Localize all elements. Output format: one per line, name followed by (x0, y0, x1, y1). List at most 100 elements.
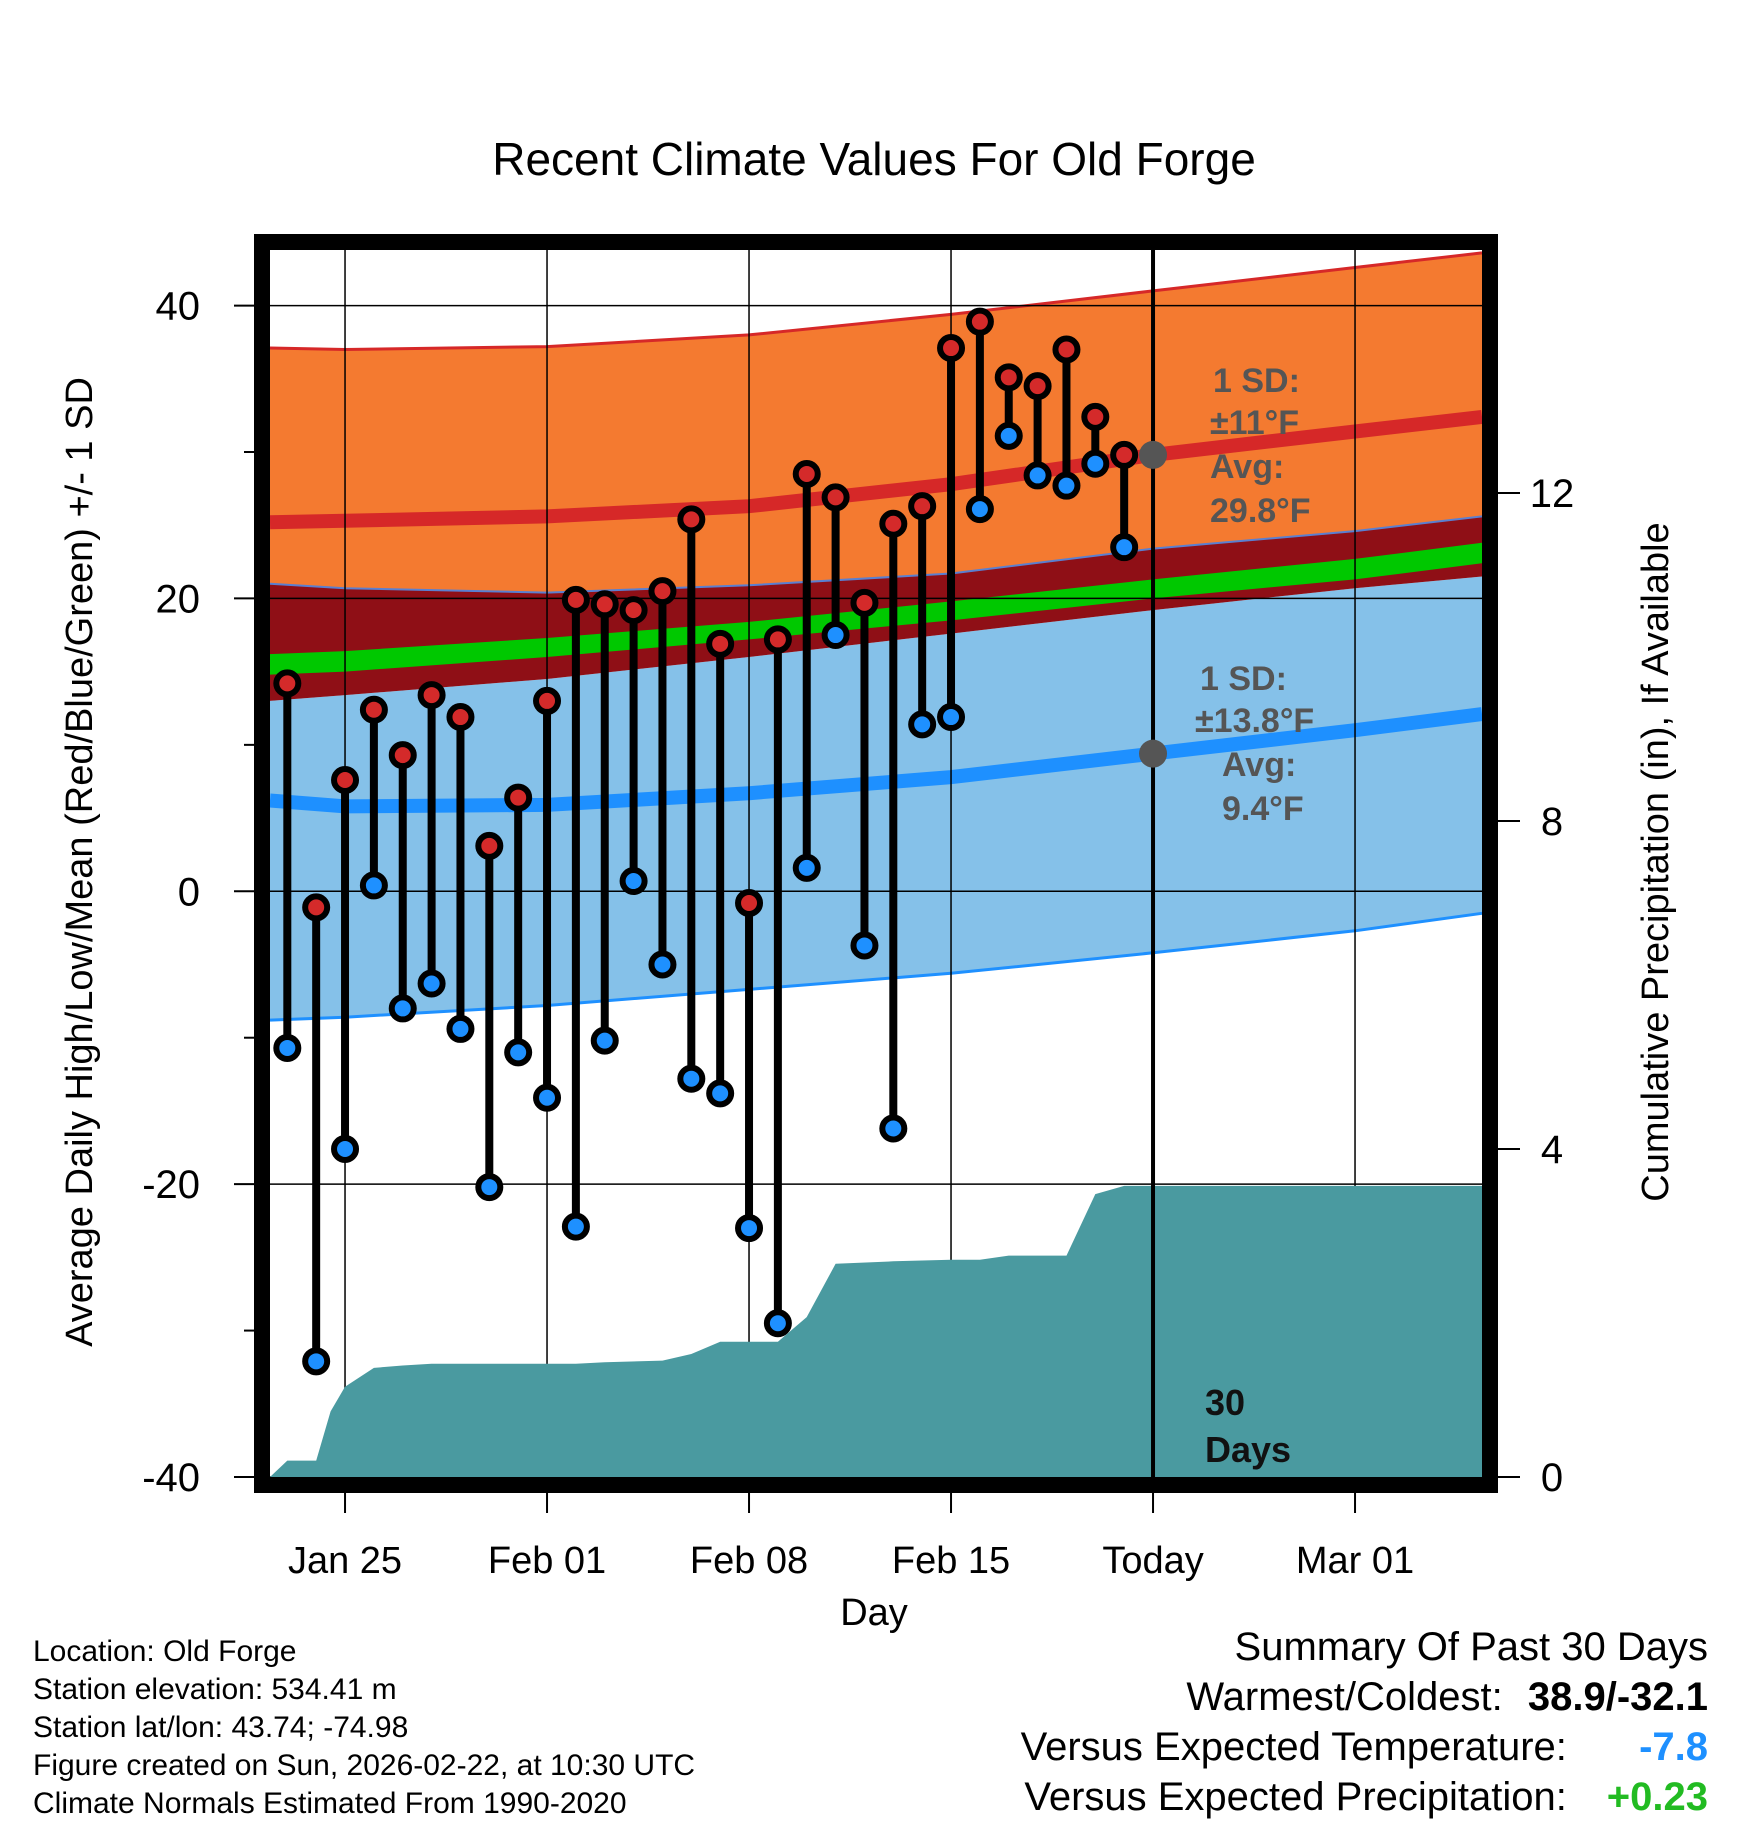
high-lower-line (269, 515, 1483, 594)
high-point (792, 459, 821, 488)
warm-cold-value: 38.9/-32.1 (1527, 1675, 1708, 1719)
x-tick-label: Jan 25 (288, 1540, 402, 1582)
summary-precipitation: Versus Expected Precipitation: +0.23 (1024, 1775, 1708, 1820)
high-point (533, 686, 562, 715)
low-point (1023, 461, 1052, 490)
high-point (763, 625, 792, 654)
high-mean-line (269, 409, 1483, 530)
temp-label: Versus Expected Temperature: (1020, 1725, 1567, 1769)
y-tick-label: 20 (156, 577, 201, 621)
temp-value: -7.8 (1639, 1725, 1708, 1769)
footer-created: Figure created on Sun, 2026-02-22, at 10… (33, 1749, 696, 1782)
high-point (388, 741, 417, 770)
plot-area: 1 SD: ±11°F Avg: 29.8°F 1 SD: ±13.8°F Avg: 9.4°… (142, 234, 1575, 1582)
low-point (1081, 449, 1110, 478)
low-point (475, 1173, 504, 1202)
footer-location: Location: Old Forge (33, 1635, 297, 1668)
y-tick-label: -40 (142, 1456, 200, 1500)
x-tick-label: Feb 01 (488, 1540, 606, 1582)
low-mean-line (269, 707, 1483, 814)
summary-warm-cold: Warmest/Coldest: 38.9/-32.1 (1186, 1675, 1708, 1720)
footer-elevation: Station elevation: 534.41 m (33, 1673, 397, 1706)
low-avg-marker (1139, 739, 1168, 768)
high-avg-value: 29.8°F (1210, 492, 1311, 530)
summary-temperature: Versus Expected Temperature: -7.8 (1021, 1725, 1708, 1770)
low-point (446, 1014, 475, 1043)
high-point (561, 585, 590, 614)
low-point (850, 931, 879, 960)
high-avg-label: Avg: (1210, 448, 1284, 486)
y-tick-label: 40 (156, 285, 201, 329)
plot-frame (254, 234, 1498, 1493)
low-point (1110, 533, 1139, 562)
low-point (792, 853, 821, 882)
warm-cold-label: Warmest/Coldest: (1186, 1675, 1503, 1719)
precip-value: +0.23 (1606, 1775, 1708, 1819)
low-point (302, 1347, 331, 1376)
low-point (388, 994, 417, 1023)
low-point (619, 867, 648, 896)
y2-tick-label: 8 (1541, 800, 1563, 844)
high-point (1081, 402, 1110, 431)
y2-axis-label: Cumulative Precipitation (in), If Availa… (1635, 522, 1677, 1201)
high-upper-line (269, 251, 1483, 352)
high-avg-marker (1139, 440, 1168, 469)
low-point (533, 1083, 562, 1112)
low-point (879, 1114, 908, 1143)
low-avg-label: Avg: (1222, 746, 1296, 784)
precip-label: Versus Expected Precipitation: (1024, 1775, 1567, 1819)
low-point (331, 1135, 360, 1163)
high-point (879, 509, 908, 538)
high-point (475, 831, 504, 860)
high-point (446, 703, 475, 732)
low-point (763, 1309, 792, 1338)
high-point (850, 588, 879, 617)
high-sd-value: ±11°F (1210, 404, 1299, 442)
low-point (677, 1064, 706, 1093)
low-point (273, 1033, 302, 1062)
footer-normals: Climate Normals Estimated From 1990-2020 (33, 1787, 627, 1820)
y2-tick-label: 4 (1541, 1128, 1563, 1172)
low-point (994, 421, 1023, 450)
low-point (417, 969, 446, 998)
y2-tick-label: 0 (1541, 1456, 1563, 1500)
high-point (1052, 335, 1081, 364)
precip-area (270, 1185, 1482, 1477)
low-point (706, 1079, 735, 1108)
low-point (735, 1214, 764, 1243)
low-point (965, 495, 994, 524)
days-count-number: 30 (1205, 1382, 1245, 1423)
high-point (677, 505, 706, 534)
high-sd-label: 1 SD: (1213, 362, 1300, 400)
high-point (908, 492, 937, 521)
x-tick-label: Feb 15 (892, 1540, 1010, 1582)
high-point (706, 629, 735, 658)
low-point (821, 621, 850, 650)
chart-title: Recent Climate Values For Old Forge (492, 133, 1256, 185)
days-count-word: Days (1205, 1429, 1291, 1470)
high-point (648, 577, 677, 606)
low-point (937, 703, 966, 732)
footer-latlon: Station lat/lon: 43.74; -74.98 (33, 1711, 409, 1744)
high-point (359, 695, 388, 724)
low-sd-label: 1 SD: (1200, 660, 1287, 698)
high-point (417, 681, 446, 710)
x-tick-label: Feb 08 (690, 1540, 808, 1582)
high-point (590, 590, 619, 619)
y-tick-label: 0 (178, 870, 200, 914)
low-point (561, 1212, 590, 1241)
low-point (590, 1026, 619, 1055)
high-point (937, 334, 966, 363)
high-point (302, 893, 331, 922)
low-point (504, 1038, 533, 1067)
high-point (619, 596, 648, 625)
y-tick-label: -20 (142, 1163, 200, 1207)
x-tick-label: Today (1102, 1540, 1203, 1582)
high-point (965, 307, 994, 336)
y2-tick-label: 12 (1530, 472, 1575, 516)
y-axis-label: Average Daily High/Low/Mean (Red/Blue/Gr… (59, 377, 101, 1347)
low-avg-value: 9.4°F (1222, 790, 1304, 828)
high-point (331, 766, 360, 794)
high-point (1023, 372, 1052, 401)
